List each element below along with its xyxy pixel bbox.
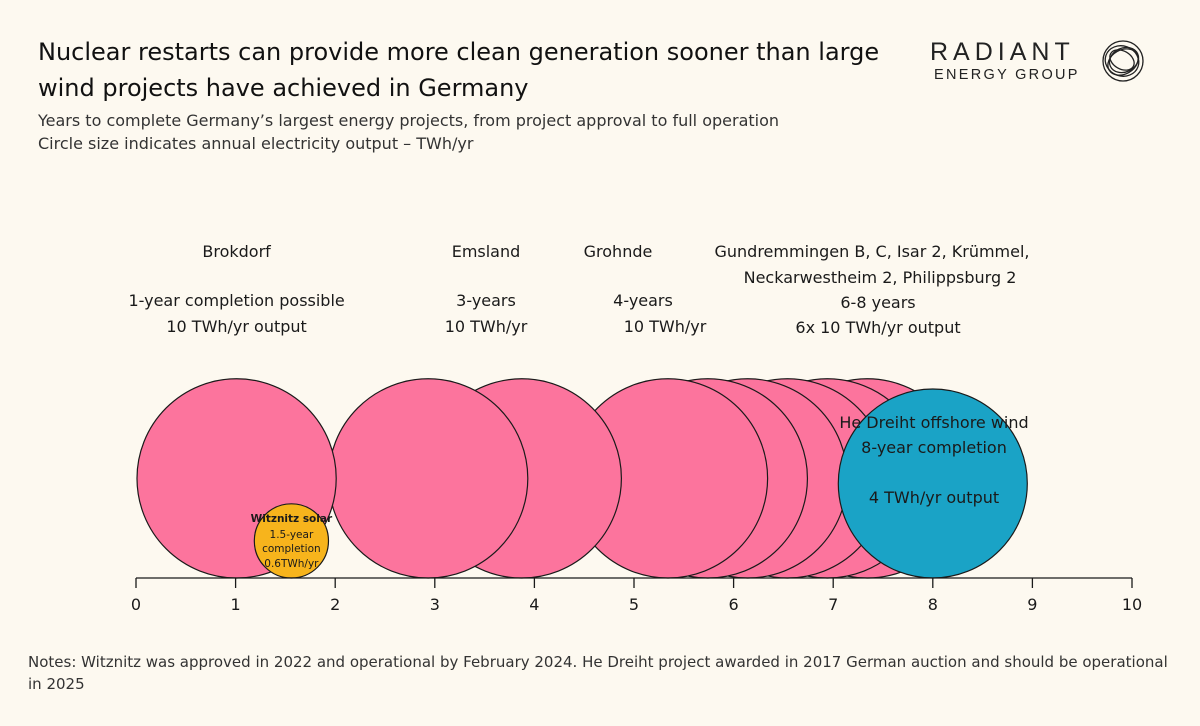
label-wind-years: 8-year completion [861, 438, 1007, 457]
logo-wordmark-top: RADIANT [930, 38, 1075, 66]
x-tick-label-3: 3 [430, 595, 440, 614]
label-emsland-years: 3-years [456, 291, 516, 310]
chart-notes: Notes: Witznitz was approved in 2022 and… [28, 653, 1168, 693]
chart-title: Nuclear restarts can provide more clean … [38, 38, 880, 102]
label-solar-name: Witznitz solar [251, 513, 333, 525]
label-solar-years-2: completion [262, 543, 321, 555]
label-grohnde-name: Grohnde [584, 242, 653, 261]
x-tick-label-0: 0 [131, 595, 141, 614]
x-tick-label-10: 10 [1122, 595, 1142, 614]
logo-wordmark-bottom: ENERGY GROUP [934, 67, 1080, 83]
x-tick-label-9: 9 [1027, 595, 1037, 614]
label-solar-years-1: 1.5-year [270, 529, 314, 541]
label-grohnde-output: 10 TWh/yr [624, 317, 707, 336]
logo-swirl-icon [1102, 40, 1144, 82]
x-tick-label-4: 4 [529, 595, 539, 614]
subtitle-line-1: Years to complete Germany’s largest ener… [38, 111, 780, 130]
logo: RADIANT ENERGY GROUP [930, 38, 1170, 88]
label-group-output: 6x 10 TWh/yr output [795, 318, 960, 337]
label-brokdorf-years: 1-year completion possible [128, 291, 344, 310]
x-tick-label-6: 6 [729, 595, 739, 614]
label-emsland-output: 10 TWh/yr [445, 317, 528, 336]
label-emsland-name: Emsland [452, 242, 521, 261]
label-grohnde-years: 4-years [613, 291, 673, 310]
label-brokdorf-name: Brokdorf [202, 242, 271, 261]
x-tick-label-1: 1 [231, 595, 241, 614]
label-brokdorf-output: 10 TWh/yr output [166, 317, 306, 336]
label-group-names-1: Gundremmingen B, C, Isar 2, Krümmel, [714, 242, 1029, 261]
x-tick-label-2: 2 [330, 595, 340, 614]
bubble-emsland [327, 378, 529, 579]
label-group-names-2: Neckarwestheim 2, Philippsburg 2 [744, 268, 1017, 287]
x-tick-label-8: 8 [928, 595, 938, 614]
label-solar-output: 0.6TWh/yr [264, 558, 319, 570]
chart-subtitle: Years to complete Germany’s largest ener… [38, 109, 938, 155]
bubble-chart: Brokdorf 1-year completion possible 10 TWh… [128, 242, 1142, 614]
x-tick-label-7: 7 [828, 595, 838, 614]
label-wind-output: 4 TWh/yr output [869, 488, 999, 507]
label-wind-name: He Dreiht offshore wind [839, 413, 1028, 432]
subtitle-line-2: Circle size indicates annual electricity… [38, 134, 474, 153]
x-tick-label-5: 5 [629, 595, 639, 614]
label-group-years: 6-8 years [840, 293, 915, 312]
